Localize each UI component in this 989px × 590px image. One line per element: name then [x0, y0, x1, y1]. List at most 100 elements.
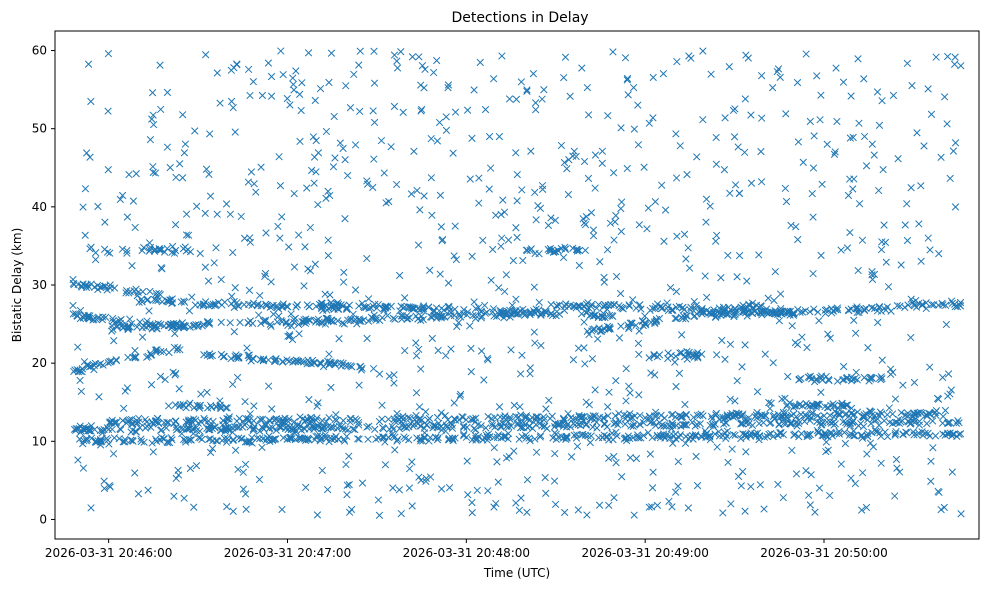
data-point	[354, 435, 362, 443]
data-point	[860, 306, 869, 315]
data-point	[149, 120, 158, 129]
data-point	[318, 424, 326, 432]
data-point	[204, 277, 213, 285]
data-point	[883, 303, 892, 311]
data-point	[326, 434, 335, 442]
data-point	[135, 298, 143, 306]
data-point	[634, 339, 643, 347]
data-point	[824, 330, 832, 338]
data-point	[502, 422, 511, 431]
data-point	[390, 51, 399, 59]
data-point	[185, 307, 194, 315]
data-point	[684, 504, 693, 512]
data-point	[460, 423, 468, 431]
data-point	[677, 313, 685, 321]
data-point	[143, 296, 151, 304]
data-point	[586, 415, 594, 423]
data-point	[146, 135, 155, 144]
data-point	[169, 321, 177, 330]
data-point	[567, 453, 576, 461]
data-point	[278, 303, 287, 311]
data-point	[701, 272, 709, 280]
data-point	[275, 153, 283, 161]
data-point	[148, 115, 156, 123]
data-point	[92, 249, 100, 257]
data-point	[697, 307, 705, 316]
data-point	[741, 341, 749, 349]
data-point	[262, 300, 270, 308]
data-point	[741, 305, 749, 313]
data-point	[324, 236, 332, 244]
data-point	[217, 275, 225, 284]
data-point	[308, 418, 316, 426]
data-point	[359, 302, 368, 311]
data-point	[81, 185, 90, 193]
data-point	[239, 485, 248, 493]
data-point	[561, 53, 570, 61]
data-point	[873, 428, 881, 436]
data-point	[543, 424, 551, 433]
data-point	[397, 312, 405, 320]
data-point	[87, 97, 95, 106]
data-point	[177, 424, 185, 432]
data-point	[484, 356, 492, 364]
data-point	[485, 185, 493, 193]
data-point	[304, 49, 313, 57]
data-point	[222, 200, 231, 208]
data-point	[577, 431, 586, 439]
data-point	[557, 141, 566, 150]
data-point	[788, 322, 796, 330]
data-point	[83, 362, 92, 370]
data-point	[289, 358, 297, 366]
data-point	[374, 434, 383, 442]
data-point	[842, 418, 850, 427]
data-point	[672, 382, 680, 391]
data-point	[564, 409, 572, 418]
data-point	[160, 419, 168, 427]
data-point	[355, 435, 363, 443]
data-point	[671, 488, 680, 496]
data-point	[943, 120, 951, 128]
data-point	[609, 48, 617, 56]
data-point	[950, 300, 959, 308]
data-point	[915, 417, 923, 426]
data-point	[127, 436, 135, 444]
data-point	[538, 422, 546, 430]
data-point	[339, 302, 347, 310]
data-point	[522, 246, 530, 254]
data-point	[837, 460, 845, 468]
data-point	[467, 344, 475, 353]
data-point	[864, 429, 872, 438]
data-point	[387, 302, 395, 310]
data-point	[901, 303, 909, 312]
data-point	[837, 246, 845, 254]
data-point	[923, 419, 931, 428]
data-point	[290, 263, 299, 271]
data-point	[171, 221, 180, 229]
data-point	[857, 432, 866, 440]
data-point	[81, 231, 89, 239]
data-point	[205, 319, 214, 327]
data-point	[531, 188, 539, 197]
data-point	[583, 511, 591, 519]
data-point	[810, 305, 818, 313]
data-point	[806, 117, 814, 126]
data-point	[776, 290, 785, 298]
data-point	[639, 419, 648, 427]
data-point	[798, 308, 807, 316]
data-point	[826, 491, 834, 500]
data-point	[910, 431, 918, 439]
data-point	[292, 67, 300, 75]
data-point	[308, 166, 316, 175]
data-point	[412, 389, 421, 397]
data-point	[351, 286, 360, 294]
data-point	[316, 360, 325, 368]
data-point	[337, 301, 345, 309]
data-point	[947, 386, 955, 394]
data-point	[342, 460, 350, 469]
data-point	[365, 304, 373, 313]
data-point	[405, 436, 413, 444]
data-point	[799, 158, 807, 166]
data-point	[253, 302, 262, 310]
data-point	[338, 425, 347, 433]
